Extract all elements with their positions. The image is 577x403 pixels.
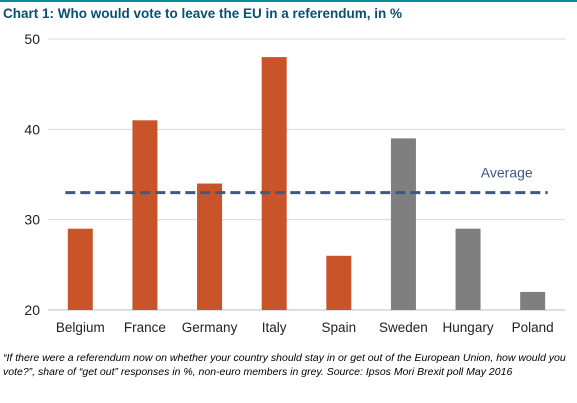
x-tick-label: Belgium (56, 320, 105, 335)
x-tick-label: Italy (262, 320, 287, 335)
chart-footnote: “If there were a referendum now on wheth… (3, 352, 566, 378)
bar-hungary (455, 228, 481, 310)
bar-belgium (67, 228, 93, 310)
bar-chart: 20 30 40 50 Belgium France Germany Italy Spain Sw… (24, 31, 565, 335)
x-tick-label: France (124, 320, 166, 335)
y-tick-label: 20 (24, 302, 40, 318)
x-tick-label: Spain (322, 320, 357, 335)
bar-italy (261, 57, 287, 310)
y-tick-label: 30 (24, 212, 40, 228)
x-tick-label: Hungary (443, 320, 494, 335)
x-tick-label: Sweden (379, 320, 428, 335)
chart-area: 20 30 40 50 Belgium France Germany Italy Spain Sw… (0, 24, 577, 350)
chart-title: Chart 1: Who would vote to leave the EU … (3, 6, 403, 21)
average-label: Average (481, 165, 533, 181)
y-tick-label: 50 (24, 31, 40, 47)
x-tick-label: Poland (512, 320, 554, 335)
bar-spain (326, 255, 352, 310)
bar-germany (197, 183, 223, 310)
x-tick-label: Germany (182, 320, 238, 335)
title-bar: Chart 1: Who would vote to leave the EU … (0, 0, 577, 24)
bar-poland (520, 291, 546, 310)
bar-france (132, 120, 158, 310)
bar-sweden (390, 138, 416, 310)
y-tick-label: 40 (24, 121, 40, 137)
